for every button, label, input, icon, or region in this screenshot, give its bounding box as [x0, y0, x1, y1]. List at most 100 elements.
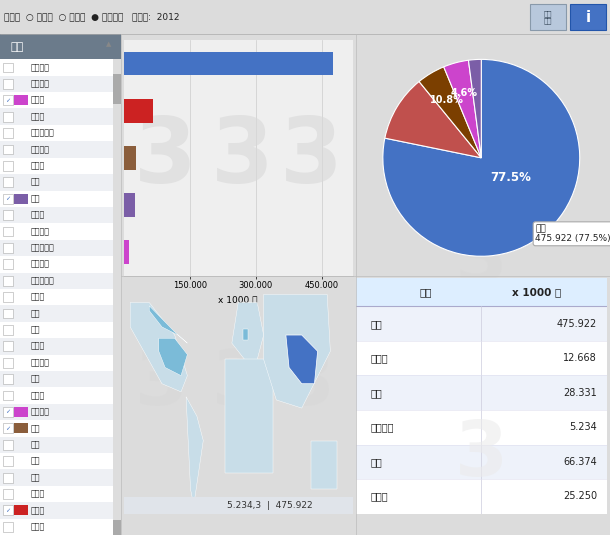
Text: 芬兰: 芬兰 [30, 440, 40, 449]
Bar [3, 112, 13, 121]
Polygon shape [226, 360, 273, 473]
Bar [0, 34, 121, 59]
Text: 国家: 国家 [10, 42, 23, 52]
Bar [3, 178, 13, 187]
Text: 10.8%: 10.8% [430, 95, 464, 105]
Text: 圭浦路斯: 圭浦路斯 [30, 145, 49, 154]
Bar [0, 272, 113, 289]
Bar [0, 518, 113, 535]
Text: 卢森堡公国: 卢森堡公国 [30, 128, 54, 137]
Text: 5.234,3  |  475.922: 5.234,3 | 475.922 [227, 501, 313, 510]
Text: 拉脱德亚: 拉脱德亚 [30, 227, 49, 236]
Text: 斯洛文尼亚: 斯洛文尼亚 [30, 276, 54, 285]
Bar [3, 489, 13, 499]
Bar [0, 207, 113, 223]
Text: 坐标：  ○ 选形图  ○ 疯形图  ● 特定时段   时间段:  2012: 坐标： ○ 选形图 ○ 疯形图 ● 特定时段 时间段: 2012 [4, 13, 179, 21]
Bar [14, 423, 28, 433]
Text: 法国: 法国 [30, 309, 40, 318]
Text: 加拿大: 加拿大 [371, 353, 389, 363]
Text: 瑞典: 瑞典 [30, 374, 40, 384]
Polygon shape [159, 338, 187, 376]
Bar [3, 210, 13, 220]
Text: 希腊: 希腊 [30, 178, 40, 187]
Text: 捷克共和国: 捷克共和国 [30, 243, 54, 253]
Text: 美国: 美国 [30, 424, 40, 433]
Bar [0, 190, 113, 207]
Text: 3: 3 [280, 114, 343, 202]
Bar [0, 289, 113, 305]
Text: 3: 3 [454, 224, 508, 298]
Text: x 1000 头: x 1000 头 [512, 287, 561, 297]
Text: 葡萄牙: 葡萄牙 [30, 490, 45, 499]
Wedge shape [419, 67, 481, 158]
Text: 比利时: 比利时 [30, 293, 45, 302]
Bar [3, 194, 13, 204]
Polygon shape [311, 440, 337, 489]
Bar [3, 128, 13, 138]
Text: 3: 3 [212, 114, 274, 202]
Bar [14, 407, 28, 417]
Bar [3, 391, 13, 401]
Bar [0, 486, 113, 502]
Text: 中国
475.922 (77.5%): 中国 475.922 (77.5%) [536, 224, 610, 243]
Text: ✓: ✓ [5, 196, 11, 201]
Bar [3, 276, 13, 286]
Text: 爱沙尼亚: 爱沙尼亚 [30, 358, 49, 367]
Text: ✓: ✓ [5, 409, 11, 415]
Bar [3, 325, 13, 335]
Bar [3, 472, 13, 483]
X-axis label: x 1000 头: x 1000 头 [218, 296, 258, 304]
Polygon shape [264, 294, 331, 408]
Text: 加拿大: 加拿大 [30, 96, 45, 105]
Text: 3: 3 [454, 418, 508, 492]
Bar [3, 358, 13, 368]
Text: 28.331: 28.331 [563, 388, 597, 398]
Bar [3, 374, 13, 384]
Text: 荷兰: 荷兰 [30, 473, 40, 482]
Bar [0, 322, 113, 338]
Bar [0, 404, 113, 420]
Polygon shape [286, 335, 318, 384]
Bar [3, 259, 13, 269]
Text: 德国: 德国 [30, 194, 40, 203]
Bar [3, 522, 13, 532]
Bar [113, 59, 121, 535]
Text: 美国: 美国 [371, 457, 382, 467]
Polygon shape [149, 306, 187, 343]
Text: 国家: 国家 [420, 287, 432, 297]
Bar [0, 502, 113, 518]
Bar [0, 338, 113, 355]
Bar [14, 506, 28, 515]
Text: i: i [586, 10, 590, 25]
Bar [0, 125, 113, 141]
Text: 475.922: 475.922 [557, 319, 597, 328]
Text: 中国: 中国 [371, 319, 382, 328]
Bar [3, 79, 13, 89]
Bar [0, 256, 113, 272]
Bar [3, 423, 13, 433]
Bar [0, 75, 113, 92]
Bar [14, 95, 28, 105]
Bar [3, 95, 13, 105]
Text: 德国: 德国 [371, 388, 382, 398]
Bar [124, 146, 136, 170]
Bar [0, 437, 113, 453]
Bar [0, 387, 113, 404]
Bar [124, 193, 135, 217]
Bar [356, 445, 607, 479]
Bar [3, 407, 13, 417]
Bar [3, 243, 13, 253]
Text: 阿询
论坛: 阿询 论坛 [544, 10, 552, 24]
Text: 奥地利: 奥地利 [30, 162, 45, 171]
Wedge shape [383, 59, 580, 256]
Bar [0, 223, 113, 240]
Text: ▲: ▲ [106, 41, 112, 47]
Bar [356, 278, 607, 307]
Polygon shape [186, 397, 203, 506]
Text: 西班牙: 西班牙 [371, 491, 389, 501]
Bar [356, 307, 607, 341]
Polygon shape [232, 303, 264, 360]
Text: ✓: ✓ [5, 426, 11, 431]
Text: 克罗地亚: 克罗地亚 [30, 79, 49, 88]
Text: 4.6%: 4.6% [451, 88, 478, 98]
